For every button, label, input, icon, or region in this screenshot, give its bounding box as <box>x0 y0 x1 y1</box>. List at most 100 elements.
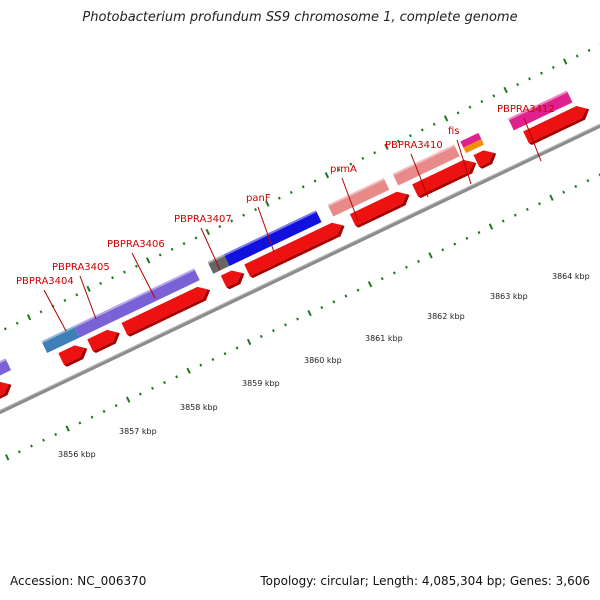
track-tick <box>324 172 330 179</box>
scale-tick <box>307 309 312 317</box>
track-tick <box>503 86 508 94</box>
upper-tick-track <box>3 43 600 331</box>
genome-summary-text: Topology: circular; Length: 4,085,304 bp… <box>260 574 590 588</box>
scale-tick <box>284 323 287 327</box>
track-tick <box>75 293 79 297</box>
track-tick <box>277 196 281 200</box>
track-tick <box>194 236 198 240</box>
cds-arrow-1 <box>58 345 85 365</box>
cds-arrow-left-edge-shadow <box>0 383 12 401</box>
cds-arrow-1-shadow <box>63 347 88 367</box>
gene-label-layer: PBPRA3404 PBPRA3405 PBPRA3406 PBPRA3407 panF… <box>16 104 555 287</box>
track-tick <box>432 122 436 126</box>
gene-box-prma <box>327 178 390 217</box>
cds-arrow-8-shadow <box>479 152 497 169</box>
scale-label: 3858 kbp <box>180 403 218 412</box>
track-tick <box>182 242 186 246</box>
scale-label: 3864 kbp <box>552 272 590 281</box>
gene-label: prmA <box>330 164 357 175</box>
feature-track <box>0 90 590 401</box>
gene-label: PBPRA3404 <box>16 276 74 287</box>
track-tick <box>373 151 377 155</box>
accession-text: Accession: NC_006370 <box>10 574 147 588</box>
track-tick <box>63 298 67 303</box>
scale-tick <box>175 375 179 379</box>
track-tick <box>468 105 472 109</box>
track-tick <box>420 128 424 132</box>
track-tick <box>254 207 257 212</box>
gene-label: PBPRA3405 <box>52 262 110 273</box>
scale-label: 3863 kbp <box>490 292 528 301</box>
leader-line <box>79 275 97 320</box>
gene-box-left-edge <box>0 358 12 383</box>
leader-line <box>410 153 429 198</box>
scale-tick <box>453 242 457 246</box>
scale-tick <box>17 450 21 454</box>
scale-tick <box>246 338 252 346</box>
scale-label: 3857 kbp <box>119 427 157 436</box>
scale-tick <box>501 219 505 223</box>
track-tick <box>480 99 484 104</box>
gene-box-pbpra3412-highlight <box>508 90 568 121</box>
track-tick <box>587 48 591 52</box>
label-leader-lines <box>43 117 542 332</box>
scale-tick <box>428 252 433 259</box>
gene-box-pbpra3405-highlight <box>74 310 107 328</box>
cds-arrow-7 <box>412 159 474 197</box>
scale-tick <box>392 271 396 275</box>
track-tick <box>540 71 543 75</box>
track-tick <box>170 247 174 251</box>
scale-label: 3860 kbp <box>304 356 342 365</box>
gene-box-pbpra3407 <box>207 254 230 274</box>
leader-line <box>341 177 359 222</box>
cds-arrow-2 <box>87 329 118 352</box>
scale-tick <box>223 352 227 356</box>
leader-line <box>43 289 67 332</box>
track-tick <box>242 213 246 217</box>
gene-box-fis-b <box>463 139 485 154</box>
gene-box-prma-highlight <box>327 178 385 207</box>
scale-tick <box>344 294 348 298</box>
scale-label: 3862 kbp <box>427 312 465 321</box>
gene-label: PBPRA3407 <box>174 214 232 225</box>
track-tick <box>443 115 449 122</box>
scale-tick <box>356 288 360 292</box>
scale-tick <box>404 265 408 269</box>
scale-tick <box>465 236 469 240</box>
scale-tick <box>5 454 10 461</box>
track-tick <box>205 228 210 236</box>
track-tick <box>384 143 389 150</box>
leader-line <box>523 117 542 162</box>
track-tick <box>289 190 293 195</box>
gene-box-pbpra3404 <box>41 325 80 353</box>
track-tick <box>230 219 234 223</box>
gene-box-fis-a <box>460 132 482 148</box>
cds-arrow-7-shadow <box>417 162 477 198</box>
track-tick <box>145 257 151 264</box>
gene-box-pbpra3410 <box>392 144 460 186</box>
cds-arrow-3 <box>121 286 208 335</box>
leader-line <box>257 206 275 253</box>
map-title: Photobacterium profundum SS9 chromosome … <box>82 10 518 25</box>
cds-arrow-5-shadow <box>249 225 345 279</box>
backbone-highlight <box>0 100 600 420</box>
track-tick <box>408 134 412 138</box>
scale-tick <box>538 202 541 206</box>
cds-arrow-5 <box>244 222 342 277</box>
chromosome-backbone <box>0 100 600 423</box>
track-tick <box>26 314 32 321</box>
scale-tick <box>320 305 324 310</box>
scale-tick-track <box>5 173 600 461</box>
scale-tick <box>138 392 142 396</box>
scale-label-layer: 3856 kbp 3857 kbp 3858 kbp 3859 kbp 3860 kbp… <box>58 272 590 459</box>
scale-tick <box>332 300 336 304</box>
cds-arrow-left-edge <box>0 381 9 399</box>
scale-tick <box>211 357 215 362</box>
track-tick <box>158 253 162 257</box>
scale-tick <box>90 415 94 419</box>
scale-tick <box>125 396 131 403</box>
leader-line <box>200 227 221 271</box>
track-tick <box>123 270 126 274</box>
track-tick <box>265 200 270 207</box>
